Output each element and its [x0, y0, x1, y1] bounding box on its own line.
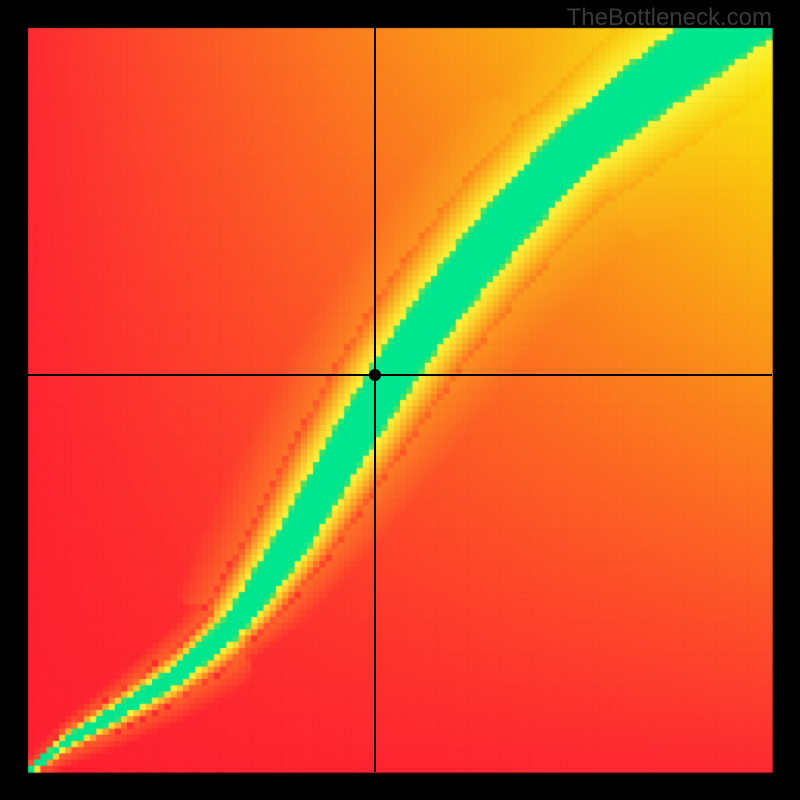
crosshair-marker — [369, 369, 381, 381]
crosshair-horizontal — [28, 374, 772, 376]
crosshair-vertical — [374, 28, 376, 772]
watermark-text: TheBottleneck.com — [567, 4, 772, 32]
bottleneck-heatmap — [0, 0, 800, 800]
